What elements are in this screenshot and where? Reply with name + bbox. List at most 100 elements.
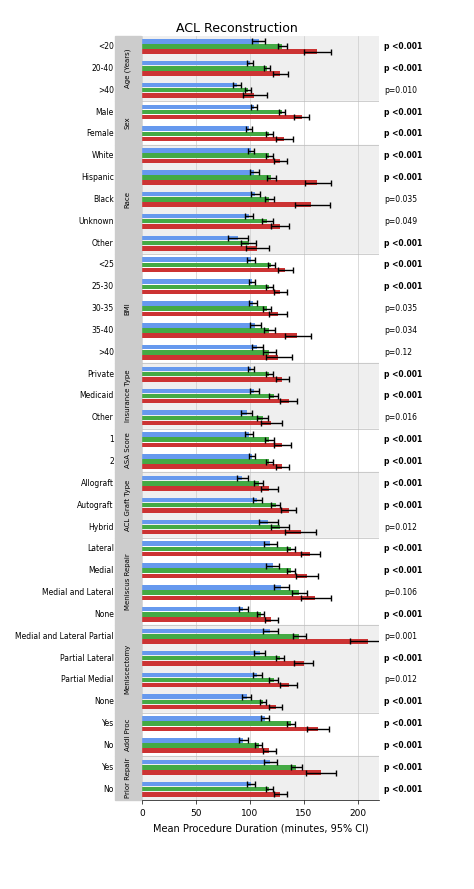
Bar xyxy=(142,415,263,420)
Bar xyxy=(142,323,255,327)
Bar xyxy=(142,420,272,425)
Bar xyxy=(142,301,253,306)
Bar xyxy=(142,154,269,158)
Bar xyxy=(142,254,379,364)
Text: Other: Other xyxy=(92,413,114,422)
Text: p <0.001: p <0.001 xyxy=(384,42,422,51)
Text: Insurance Type: Insurance Type xyxy=(125,370,131,422)
Bar xyxy=(142,568,291,573)
Text: p <0.001: p <0.001 xyxy=(384,173,422,182)
Bar xyxy=(142,520,268,525)
Text: p=0.001: p=0.001 xyxy=(384,632,417,641)
Text: Medial and Lateral: Medial and Lateral xyxy=(42,589,114,597)
Text: p <0.001: p <0.001 xyxy=(384,457,422,466)
Text: >40: >40 xyxy=(98,348,114,356)
Bar xyxy=(142,683,289,687)
Text: Meniscus Repair: Meniscus Repair xyxy=(125,553,131,610)
Bar xyxy=(142,101,379,145)
Bar xyxy=(142,66,267,70)
Bar xyxy=(142,629,270,633)
Bar xyxy=(142,464,282,469)
Text: Medial and Lateral Partial: Medial and Lateral Partial xyxy=(15,632,114,641)
Text: p <0.001: p <0.001 xyxy=(384,610,422,619)
Bar xyxy=(142,71,280,76)
Bar xyxy=(142,279,252,284)
Bar xyxy=(142,377,282,381)
Bar xyxy=(142,770,321,774)
X-axis label: Mean Procedure Duration (minutes, 95% CI): Mean Procedure Duration (minutes, 95% CI… xyxy=(153,824,368,834)
Text: Medicaid: Medicaid xyxy=(79,391,114,400)
Bar xyxy=(142,333,297,338)
Bar xyxy=(142,219,267,223)
Text: Partial Medial: Partial Medial xyxy=(62,676,114,685)
Bar xyxy=(142,460,269,464)
Bar xyxy=(142,705,276,709)
Text: p=0.049: p=0.049 xyxy=(384,217,417,226)
Bar xyxy=(142,765,296,770)
Text: Allograft: Allograft xyxy=(81,479,114,488)
Bar xyxy=(142,36,379,101)
Bar xyxy=(142,372,269,376)
Text: Hybrid: Hybrid xyxy=(88,523,114,532)
Bar xyxy=(142,180,317,185)
Bar xyxy=(142,364,379,428)
Bar xyxy=(142,356,278,360)
Bar xyxy=(142,564,273,568)
Text: <25: <25 xyxy=(98,260,114,269)
Text: Unknown: Unknown xyxy=(78,217,114,226)
Bar xyxy=(142,792,280,797)
Bar xyxy=(142,590,300,595)
Bar xyxy=(142,634,300,638)
Text: p <0.001: p <0.001 xyxy=(384,260,422,269)
Text: Male: Male xyxy=(95,108,114,116)
Bar xyxy=(142,656,280,661)
Bar xyxy=(142,258,251,262)
Bar xyxy=(142,547,291,551)
Text: p=0.016: p=0.016 xyxy=(384,413,417,422)
Text: Female: Female xyxy=(86,130,114,139)
Text: p <0.001: p <0.001 xyxy=(384,130,422,139)
Text: 1: 1 xyxy=(109,436,114,444)
Text: p <0.001: p <0.001 xyxy=(384,108,422,116)
Text: Sex: Sex xyxy=(125,116,131,129)
Text: p <0.001: p <0.001 xyxy=(384,151,422,160)
Bar xyxy=(142,781,251,786)
Bar xyxy=(142,145,379,254)
Bar xyxy=(142,394,273,398)
Bar xyxy=(142,525,280,529)
Bar xyxy=(142,241,249,245)
Bar xyxy=(142,105,254,109)
Bar xyxy=(142,541,270,546)
Text: White: White xyxy=(91,151,114,160)
Text: p <0.001: p <0.001 xyxy=(384,436,422,444)
Bar xyxy=(142,311,278,316)
Text: Partial Lateral: Partial Lateral xyxy=(60,653,114,662)
Bar xyxy=(142,170,254,174)
Text: Yes: Yes xyxy=(101,719,114,728)
Bar xyxy=(142,246,257,251)
Bar xyxy=(142,137,284,141)
Bar xyxy=(142,700,263,704)
Bar xyxy=(142,677,273,682)
Bar xyxy=(142,83,237,87)
Bar xyxy=(142,617,272,621)
Text: p <0.001: p <0.001 xyxy=(384,785,422,794)
Text: >40: >40 xyxy=(98,85,114,94)
Text: p=0.010: p=0.010 xyxy=(384,85,417,94)
Text: Hispanic: Hispanic xyxy=(81,173,114,182)
Bar xyxy=(142,673,257,677)
Text: p <0.001: p <0.001 xyxy=(384,697,422,706)
Bar xyxy=(142,437,269,442)
Text: Prior Repair: Prior Repair xyxy=(125,758,131,798)
Bar xyxy=(142,158,280,163)
Text: 30-35: 30-35 xyxy=(91,304,114,313)
Text: 35-40: 35-40 xyxy=(91,326,114,335)
Bar xyxy=(142,50,317,54)
Text: None: None xyxy=(94,697,114,706)
Bar xyxy=(142,328,269,332)
Bar xyxy=(142,214,249,219)
Bar xyxy=(142,93,254,98)
Text: p <0.001: p <0.001 xyxy=(384,763,422,772)
Bar xyxy=(142,197,269,202)
Text: Race: Race xyxy=(125,191,131,208)
